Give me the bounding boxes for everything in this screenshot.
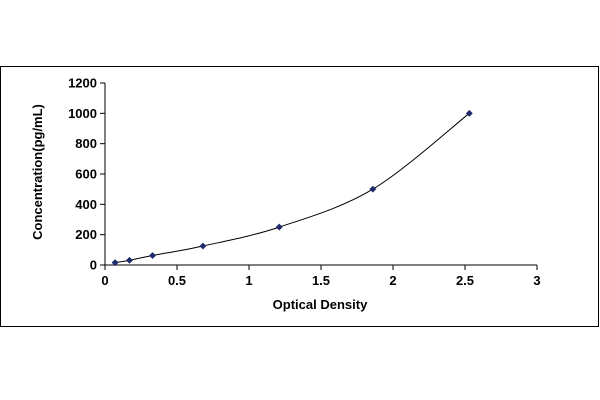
data-point-marker [148, 251, 157, 260]
y-axis-ticks: 0 200 400 600 800 1000 1200 [68, 76, 105, 273]
x-tick-label: 1 [245, 273, 252, 288]
data-points [111, 109, 473, 267]
x-tick-label: 0.5 [168, 273, 186, 288]
x-tick-label: 2.5 [456, 273, 474, 288]
y-tick-label: 800 [75, 136, 97, 151]
x-tick-label: 3 [533, 273, 540, 288]
y-axis-title: Concentration(pg/mL) [30, 104, 45, 240]
data-point-marker [125, 256, 134, 264]
y-tick-label: 200 [75, 227, 97, 242]
chart-outer-border [0, 66, 599, 327]
y-tick-label: 1000 [68, 106, 97, 121]
data-point-marker [199, 242, 207, 250]
x-tick-label: 0 [101, 273, 108, 288]
y-tick-label: 1200 [68, 76, 97, 91]
y-tick-label: 0 [90, 258, 97, 273]
y-tick-label: 600 [75, 167, 97, 182]
y-tick-label: 400 [75, 197, 97, 212]
x-tick-label: 1.5 [312, 273, 330, 288]
data-point-marker [111, 259, 119, 267]
data-point-marker [275, 223, 283, 231]
x-axis-ticks: 0 0.5 1 1.5 2 2.5 3 [101, 265, 541, 288]
data-point-marker [369, 185, 377, 193]
x-axis-title: Optical Density [273, 297, 368, 312]
data-point-marker [465, 109, 473, 117]
x-tick-label: 2 [389, 273, 396, 288]
